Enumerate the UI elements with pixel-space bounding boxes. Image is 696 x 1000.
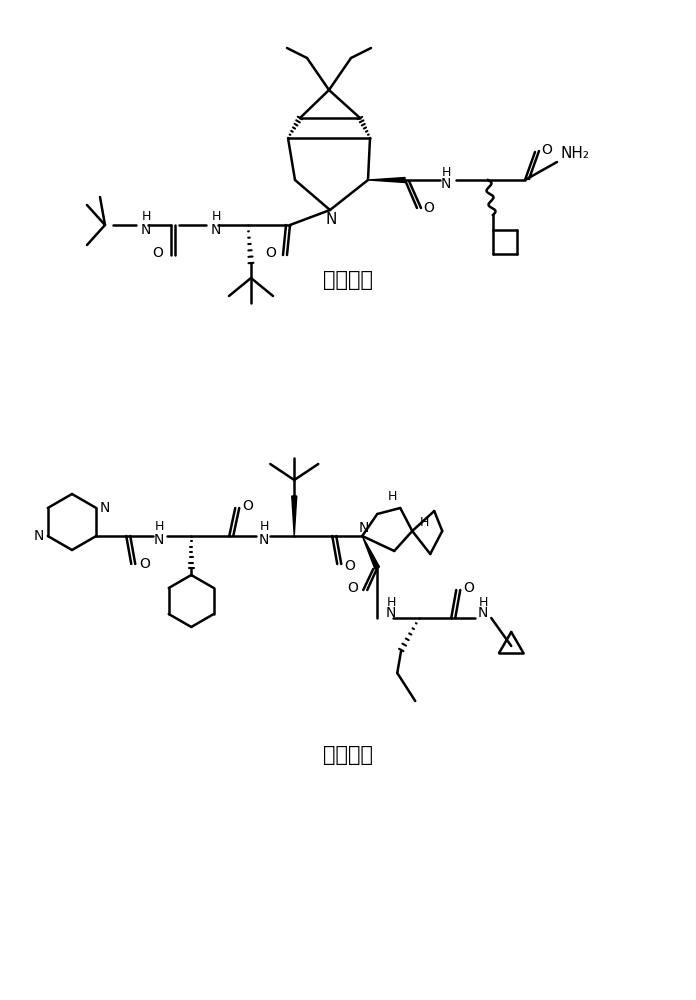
Text: O: O: [266, 246, 276, 260]
Text: N: N: [33, 529, 44, 543]
Text: O: O: [152, 246, 164, 260]
Text: H: H: [141, 211, 151, 224]
Text: 博昔普韦: 博昔普韦: [323, 270, 373, 290]
Text: N: N: [211, 223, 221, 237]
Polygon shape: [368, 178, 405, 182]
Text: 特拉匿韦: 特拉匿韦: [323, 745, 373, 765]
Text: N: N: [478, 606, 489, 620]
Text: O: O: [541, 143, 553, 157]
Text: N: N: [386, 606, 397, 620]
Text: N: N: [141, 223, 151, 237]
Polygon shape: [292, 496, 296, 536]
Text: H: H: [441, 165, 451, 178]
Text: N: N: [259, 533, 269, 547]
Text: N: N: [359, 521, 370, 535]
Text: O: O: [139, 557, 150, 571]
Text: H: H: [388, 489, 397, 502]
Text: O: O: [242, 499, 253, 513]
Polygon shape: [362, 536, 379, 569]
Text: NH₂: NH₂: [560, 146, 590, 161]
Text: H: H: [260, 520, 269, 534]
Text: N: N: [100, 501, 111, 515]
Text: O: O: [424, 201, 434, 215]
Text: H: H: [386, 596, 396, 609]
Text: H: H: [212, 211, 221, 224]
Text: N: N: [154, 533, 164, 547]
Text: N: N: [325, 213, 337, 228]
Text: O: O: [347, 581, 358, 595]
Text: H: H: [479, 596, 488, 609]
Text: H: H: [155, 520, 164, 534]
Text: O: O: [463, 581, 474, 595]
Text: O: O: [344, 559, 355, 573]
Text: N: N: [441, 177, 451, 191]
Text: H: H: [420, 516, 429, 530]
